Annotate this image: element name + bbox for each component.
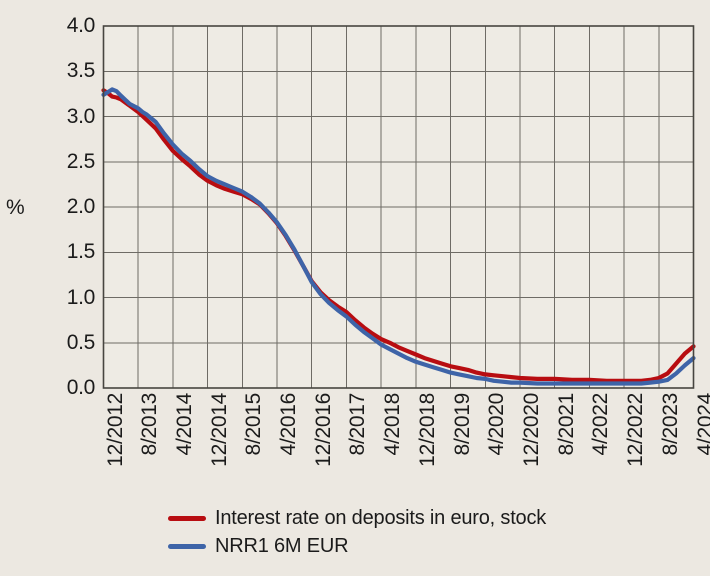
legend-item-deposits: Interest rate on deposits in euro, stock [168,504,546,532]
series-line-0 [101,88,696,383]
x-tick-label: 12/2016 [311,393,335,467]
y-tick-label: 2.0 [66,195,96,218]
x-tick-label: 8/2021 [554,393,578,456]
x-tick-label: 12/2014 [207,393,231,467]
legend: Interest rate on deposits in euro, stock… [168,504,546,560]
x-tick-label: 4/2018 [381,393,405,456]
x-tick-label: 4/2024 [693,393,710,456]
y-tick-label: 4.0 [66,14,96,37]
x-tick-label: 8/2015 [242,393,266,456]
blue-line-swatch-icon [168,543,206,549]
y-tick-label: 0.0 [66,376,96,399]
y-tick-label: 1.0 [66,285,96,309]
x-tick-label: 4/2020 [485,393,509,456]
y-tick-label: 0.5 [66,330,96,354]
x-tick-label: 8/2019 [450,393,474,456]
x-tick-label: 12/2022 [624,393,648,467]
x-tick-label: 4/2016 [277,393,301,456]
y-axis-unit-label: % [6,196,25,219]
y-tick-label: 3.0 [66,104,96,128]
x-tick-label: 8/2023 [658,393,682,456]
legend-label-nrr1: NRR1 6M EUR [215,535,349,557]
y-tick-label: 3.5 [66,59,96,83]
x-tick-label: 12/2020 [519,393,543,467]
legend-label-deposits: Interest rate on deposits in euro, stock [215,507,547,529]
legend-item-nrr1: NRR1 6M EUR [168,532,546,560]
y-tick-label: 2.5 [66,149,96,173]
x-tick-label: 8/2013 [138,393,162,456]
x-tick-label: 4/2022 [589,393,613,456]
plot-border [102,25,695,389]
series-line-1 [101,87,696,386]
x-tick-label: 4/2014 [172,393,196,456]
x-tick-label: 12/2018 [415,393,439,467]
y-tick-label: 1.5 [66,240,96,264]
x-tick-label: 8/2017 [346,393,370,456]
x-tick-label: 12/2012 [103,393,127,467]
red-line-swatch-icon [168,515,206,521]
